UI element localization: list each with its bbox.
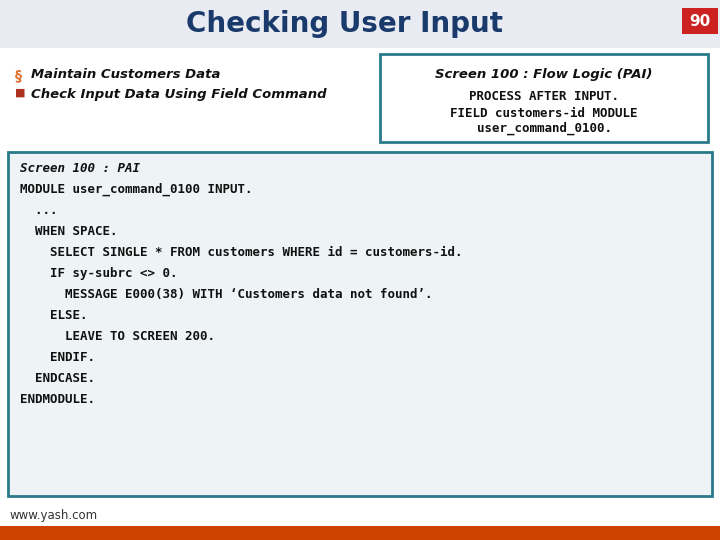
Text: Screen 100 : PAI: Screen 100 : PAI (20, 162, 140, 175)
FancyBboxPatch shape (0, 0, 720, 48)
Text: 90: 90 (689, 14, 711, 29)
FancyBboxPatch shape (8, 152, 712, 496)
Text: LEAVE TO SCREEN 200.: LEAVE TO SCREEN 200. (20, 330, 215, 343)
FancyBboxPatch shape (682, 8, 718, 34)
Text: MODULE user_command_0100 INPUT.: MODULE user_command_0100 INPUT. (20, 183, 253, 197)
FancyBboxPatch shape (380, 54, 708, 142)
FancyBboxPatch shape (0, 526, 720, 540)
Text: ...: ... (20, 204, 58, 217)
Text: user_command_0100.: user_command_0100. (477, 122, 611, 136)
Text: ENDIF.: ENDIF. (20, 351, 95, 364)
Text: FIELD customers-id MODULE: FIELD customers-id MODULE (450, 107, 638, 120)
Text: IF sy-subrc <> 0.: IF sy-subrc <> 0. (20, 267, 178, 280)
Text: ELSE.: ELSE. (20, 309, 88, 322)
Text: MESSAGE E000(38) WITH ‘Customers data not found’.: MESSAGE E000(38) WITH ‘Customers data no… (20, 288, 433, 301)
Text: ENDMODULE.: ENDMODULE. (20, 393, 95, 406)
Text: ■: ■ (15, 88, 25, 98)
Text: WHEN SPACE.: WHEN SPACE. (20, 225, 117, 238)
Text: Maintain Customers Data: Maintain Customers Data (31, 68, 220, 81)
Text: §: § (15, 68, 22, 82)
Text: ENDCASE.: ENDCASE. (20, 372, 95, 385)
Text: Checking User Input: Checking User Input (186, 10, 503, 38)
Text: www.yash.com: www.yash.com (10, 509, 98, 522)
Text: Check Input Data Using Field Command: Check Input Data Using Field Command (31, 88, 327, 101)
Text: SELECT SINGLE * FROM customers WHERE id = customers-id.: SELECT SINGLE * FROM customers WHERE id … (20, 246, 462, 259)
Text: PROCESS AFTER INPUT.: PROCESS AFTER INPUT. (469, 90, 619, 103)
Text: Screen 100 : Flow Logic (PAI): Screen 100 : Flow Logic (PAI) (436, 68, 653, 81)
